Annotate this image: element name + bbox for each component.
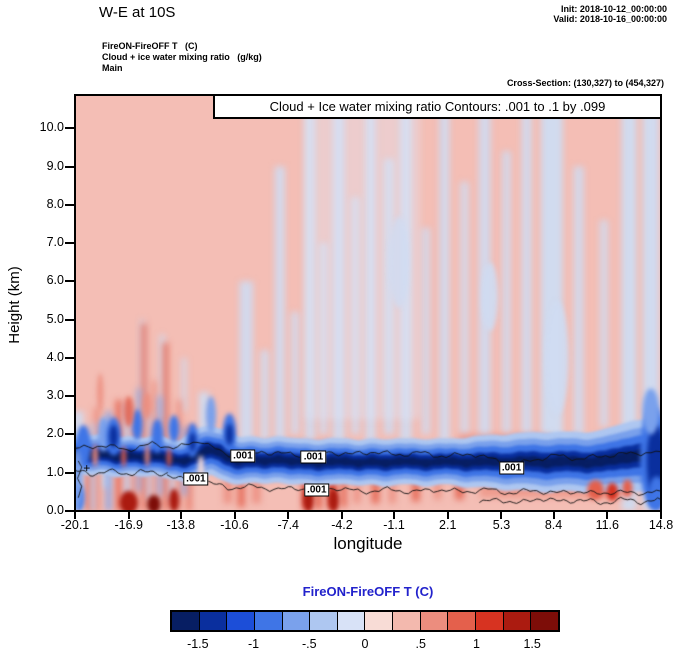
field-canvas (75, 95, 661, 511)
colorbar-cell (503, 612, 532, 630)
colorbar-cell (282, 612, 311, 630)
y-axis-label: Height (km) (6, 266, 23, 344)
colorbar-cell (476, 612, 504, 630)
x-tick-mark (74, 511, 76, 519)
init-time: Init: 2018-10-12_00:00:00 (560, 4, 667, 14)
run-times: Init: 2018-10-12_00:00:00 Valid: 2018-10… (553, 4, 667, 24)
colorbar-tick-label: 1.5 (523, 637, 541, 651)
y-tick-label: 4.0 (46, 349, 64, 364)
x-tick-mark (393, 511, 396, 519)
x-tick-mark (500, 511, 503, 519)
y-tick-mark (65, 165, 75, 168)
y-tick-label: 7.0 (46, 235, 64, 250)
domain-label: Main (102, 63, 123, 73)
colorbar-title: FireON-FireOFF T (C) (302, 584, 434, 599)
x-tick-mark (179, 511, 182, 519)
contour-label: .001 (498, 461, 525, 475)
y-tick-mark (65, 510, 75, 512)
colorbar-tick-label: -1 (248, 637, 260, 651)
x-tick-label: 8.4 (544, 518, 563, 532)
colorbar-cell (365, 612, 394, 630)
y-tick-label: 3.0 (46, 388, 64, 403)
y-tick-mark (65, 127, 75, 130)
x-tick-label: -1.1 (383, 518, 405, 532)
contour-label: .001 (183, 472, 209, 486)
colorbar-cell (199, 612, 228, 630)
colorbar-tick-label: -1.5 (187, 637, 209, 651)
colorbar-cell (337, 612, 366, 630)
x-tick-mark (606, 511, 609, 519)
x-tick-label: -10.6 (220, 518, 249, 532)
contour-label: .001 (300, 450, 327, 464)
x-tick-label: -20.1 (60, 518, 90, 532)
page-title: W-E at 10S (99, 4, 176, 21)
y-tick-label: 10.0 (39, 120, 64, 135)
contour-label: .001 (230, 449, 256, 462)
colorbar-tick-label: 0 (361, 637, 369, 651)
x-tick-mark (127, 511, 130, 519)
y-tick-mark (65, 395, 75, 398)
x-tick-mark (287, 511, 290, 519)
x-tick-mark (446, 511, 449, 519)
colorbar-cell (448, 612, 477, 630)
x-tick-label: 14.8 (648, 518, 674, 532)
x-tick-mark (233, 511, 236, 519)
diff-field-label: FireON-FireOFF T (C) (102, 41, 198, 51)
y-tick-mark (65, 280, 75, 283)
x-tick-label: 11.6 (595, 518, 619, 532)
colorbar (170, 610, 560, 632)
y-tick-label: 6.0 (46, 273, 64, 288)
x-tick-label: -4.2 (331, 518, 353, 532)
x-tick-label: -13.8 (166, 518, 196, 532)
colorbar-cell (310, 612, 338, 630)
y-tick-label: 0.0 (46, 503, 64, 517)
x-tick-mark (552, 511, 555, 519)
x-tick-mark (340, 511, 343, 519)
y-tick-label: 5.0 (46, 311, 64, 326)
y-tick-mark (65, 433, 75, 436)
y-tick-label: 2.0 (46, 426, 64, 441)
y-tick-label: 8.0 (46, 196, 64, 211)
contour-info-box: Cloud + Ice water mixing ratio Contours:… (213, 94, 662, 119)
colorbar-cell (531, 612, 558, 630)
contour-label: .001 (304, 483, 330, 497)
overlay-field-label: Cloud + ice water mixing ratio (g/kg) (102, 52, 262, 62)
x-tick-label: -16.9 (114, 518, 143, 532)
colorbar-cell (420, 612, 449, 630)
x-tick-mark (660, 511, 662, 519)
colorbar-cell (254, 612, 283, 630)
cross-section-info: Cross-Section: (130,327) to (454,327) (506, 78, 664, 88)
y-tick-mark (65, 203, 75, 206)
colorbar-tick-label: .5 (415, 637, 426, 651)
y-tick-mark (65, 356, 75, 359)
x-axis-label: longitude (333, 534, 403, 553)
x-tick-label: 2.1 (439, 518, 457, 532)
plus-marker: + (83, 460, 91, 475)
y-tick-mark (65, 318, 75, 321)
y-tick-mark (65, 242, 75, 245)
colorbar-cell (227, 612, 255, 630)
y-tick-mark (65, 471, 75, 474)
x-tick-label: 5.3 (492, 518, 511, 532)
colorbar-tick-label: 1 (472, 637, 480, 651)
colorbar-tick-label: -.5 (301, 637, 317, 651)
valid-time: Valid: 2018-10-16_00:00:00 (553, 14, 667, 24)
x-tick-label: -7.4 (277, 518, 299, 532)
colorbar-cell (172, 612, 200, 630)
model-info: FireON-FireOFF T (C) Cloud + ice water m… (102, 41, 262, 74)
y-tick-label: 9.0 (46, 158, 64, 173)
colorbar-cell (393, 612, 421, 630)
y-tick-label: 1.0 (46, 464, 64, 479)
